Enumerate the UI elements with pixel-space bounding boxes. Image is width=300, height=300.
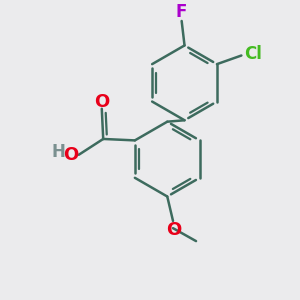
Text: O: O: [94, 93, 110, 111]
Text: O: O: [63, 146, 78, 164]
Text: H: H: [51, 143, 65, 161]
Text: Cl: Cl: [244, 45, 262, 63]
Text: O: O: [166, 220, 181, 238]
Text: F: F: [176, 3, 187, 21]
